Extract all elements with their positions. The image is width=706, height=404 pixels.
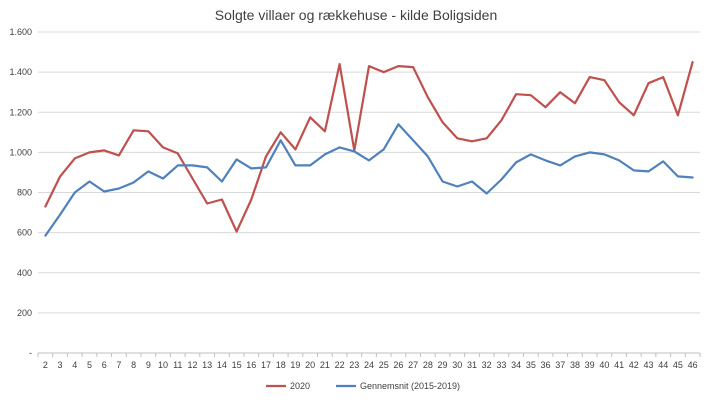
- x-tick-label: 24: [364, 360, 374, 370]
- x-axis: 2 3 4 5 6 7 8 9 10 11 12 13 14 15 16 17 18 19 20 21 22 23 24 25…: [37, 353, 701, 370]
- series-line-0: [44, 60, 694, 233]
- y-tick-label: 1.600: [9, 27, 32, 37]
- x-tick-label: 5: [87, 360, 92, 370]
- chart-title: Solgte villaer og rækkehuse - kilde Boli…: [215, 7, 497, 23]
- x-tick-label: 21: [320, 360, 330, 370]
- x-tick-label: 9: [146, 360, 151, 370]
- x-tick-label: 31: [467, 360, 477, 370]
- x-tick-label: 7: [116, 360, 121, 370]
- x-tick-label: 39: [585, 360, 595, 370]
- legend: 2020 Gennemsnit (2015-2019): [266, 381, 460, 391]
- y-tick-label: 600: [17, 228, 32, 238]
- x-tick-label: 27: [408, 360, 418, 370]
- legend-label: Gennemsnit (2015-2019): [360, 381, 460, 391]
- x-tick-label: 15: [232, 360, 242, 370]
- x-tick-label: 25: [379, 360, 389, 370]
- x-tick-label: 10: [158, 360, 168, 370]
- y-tick-label: 1.000: [9, 147, 32, 157]
- y-axis: - 200 400 600 800 1.000 1.200 1.400 1.600: [9, 27, 32, 358]
- x-tick-label: 30: [452, 360, 462, 370]
- x-tick-label: 8: [131, 360, 136, 370]
- x-tick-label: 42: [629, 360, 639, 370]
- x-tick-label: 46: [688, 360, 698, 370]
- x-tick-label: 28: [423, 360, 433, 370]
- x-tick-label: 43: [644, 360, 654, 370]
- x-tick-label: 41: [614, 360, 624, 370]
- x-tick-label: 40: [599, 360, 609, 370]
- x-tick-label: 26: [393, 360, 403, 370]
- y-tick-label: 200: [17, 308, 32, 318]
- x-tick-label: 16: [246, 360, 256, 370]
- x-tick-label: 29: [438, 360, 448, 370]
- x-tick-label: 18: [276, 360, 286, 370]
- y-tick-label: 800: [17, 188, 32, 198]
- x-tick-label: 22: [335, 360, 345, 370]
- y-tick-label: -: [29, 348, 32, 358]
- x-tick-label: 32: [482, 360, 492, 370]
- x-tick-label: 17: [261, 360, 271, 370]
- series-lines: [44, 60, 694, 237]
- x-tick-label: 37: [555, 360, 565, 370]
- gridlines: [38, 31, 700, 354]
- x-tick-label: 44: [658, 360, 668, 370]
- x-tick-label: 45: [673, 360, 683, 370]
- x-tick-label: 36: [541, 360, 551, 370]
- x-tick-label: 2: [43, 360, 48, 370]
- x-tick-label: 33: [496, 360, 506, 370]
- x-tick-label: 35: [526, 360, 536, 370]
- x-tick-label: 34: [511, 360, 521, 370]
- legend-label: 2020: [290, 381, 310, 391]
- x-tick-label: 19: [290, 360, 300, 370]
- y-tick-label: 1.200: [9, 107, 32, 117]
- y-tick-label: 1.400: [9, 67, 32, 77]
- x-tick-label: 11: [173, 360, 182, 370]
- x-tick-label: 3: [58, 360, 63, 370]
- x-tick-label: 4: [72, 360, 77, 370]
- x-tick-label: 6: [102, 360, 107, 370]
- x-tick-label: 13: [202, 360, 212, 370]
- x-tick-label: 20: [305, 360, 315, 370]
- y-tick-label: 400: [17, 268, 32, 278]
- x-tick-label: 12: [187, 360, 197, 370]
- x-tick-label: 38: [570, 360, 580, 370]
- series-line-1: [44, 123, 694, 237]
- x-tick-label: 14: [217, 360, 227, 370]
- x-tick-label: 23: [349, 360, 359, 370]
